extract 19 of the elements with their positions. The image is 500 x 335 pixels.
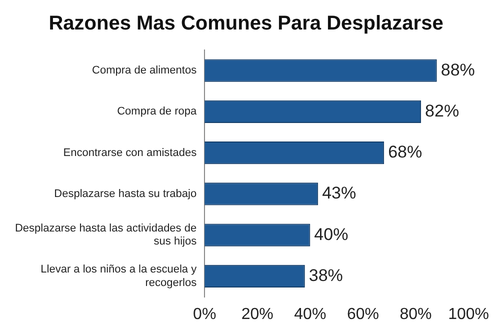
x-tick-label: 40% [294,306,326,323]
data-label: 82% [425,101,460,120]
y-tick-label: Encontrarse con amistades [63,146,198,159]
x-tick-label: 60% [346,306,379,323]
x-tick-label: 20% [241,306,274,323]
y-tick-label: Desplazarse hasta su trabajo [54,188,197,200]
chart-title: Razones Mas Comunes Para Desplazarse [48,12,444,35]
y-tick-label: Desplazarse hasta las actividades de sus hijos [14,222,198,248]
y-tick-label: Compra de alimentos [92,64,198,77]
x-tick-label: 80% [400,306,432,323]
x-tick-label: 100% [448,306,489,323]
data-label: 38% [308,266,343,285]
data-label: 88% [440,60,475,80]
y-tick-label: Llevar a los niños a la escuela y recogerlos [40,264,198,289]
data-label: 40% [314,224,348,244]
x-tick-label: 0% [193,306,216,323]
data-label: 68% [388,142,422,162]
y-tick-label: Compra de ropa [117,106,198,118]
data-label: 43% [322,184,356,203]
